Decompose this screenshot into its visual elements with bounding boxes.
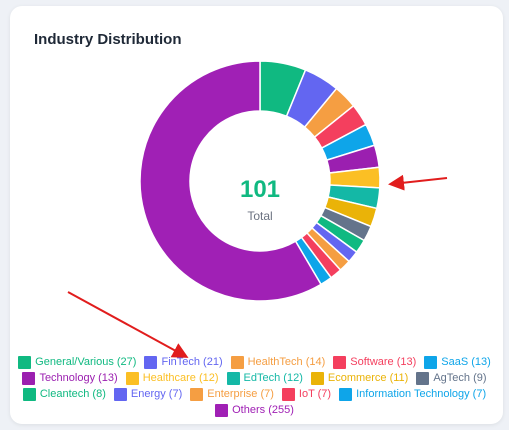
legend-swatch: [416, 372, 430, 385]
legend-label: General/Various (27): [35, 356, 137, 368]
legend-item-ecommerce[interactable]: Ecommerce (11): [310, 371, 409, 386]
legend-label: Enterprise (7): [207, 388, 274, 400]
legend-swatch: [144, 356, 158, 369]
legend-swatch: [190, 388, 204, 401]
legend-label: Technology (13): [39, 372, 118, 384]
legend-item-energy[interactable]: Energy (7): [113, 387, 183, 402]
total-label: Total: [247, 209, 273, 223]
legend-item-software[interactable]: Software (13): [333, 355, 416, 370]
legend-item-general-various[interactable]: General/Various (27): [18, 355, 136, 370]
legend-swatch: [339, 388, 353, 401]
legend-swatch: [22, 372, 36, 385]
legend-item-information-technology[interactable]: Information Technology (7): [339, 387, 486, 402]
legend-swatch: [230, 356, 244, 369]
legend-label: Others (255): [232, 404, 294, 416]
donut-slice-others[interactable]: [139, 60, 323, 302]
legend-swatch: [113, 388, 127, 401]
legend-label: EdTech (12): [243, 372, 303, 384]
legend-label: Software (13): [350, 356, 417, 368]
legend-label: IoT (7): [298, 388, 332, 400]
legend-label: SaaS (13): [441, 356, 491, 368]
legend-item-cleantech[interactable]: Cleantech (8): [22, 387, 106, 402]
legend-swatch: [310, 372, 324, 385]
legend-item-fintech[interactable]: FinTech (21): [144, 355, 223, 370]
legend-item-agtech[interactable]: AgTech (9): [416, 371, 487, 386]
card-title: Industry Distribution: [34, 31, 182, 48]
chart-legend: General/Various (27) FinTech (21) HealthTe…: [16, 355, 493, 418]
legend-label: AgTech (9): [433, 372, 487, 384]
legend-item-healthcare[interactable]: Healthcare (12): [125, 371, 219, 386]
legend-label: Ecommerce (11): [327, 372, 409, 384]
legend-item-healthtech[interactable]: HealthTech (14): [230, 355, 326, 370]
legend-swatch: [125, 372, 139, 385]
legend-swatch: [215, 404, 229, 417]
legend-item-iot[interactable]: IoT (7): [281, 387, 332, 402]
legend-swatch: [226, 372, 240, 385]
legend-label: Energy (7): [130, 388, 183, 400]
legend-label: Information Technology (7): [356, 388, 487, 400]
legend-label: HealthTech (14): [247, 356, 326, 368]
legend-swatch: [424, 356, 438, 369]
legend-label: Cleantech (8): [39, 388, 106, 400]
legend-swatch: [22, 388, 36, 401]
total-value: 101: [239, 176, 281, 203]
legend-item-others[interactable]: Others (255): [215, 403, 294, 418]
legend-item-enterprise[interactable]: Enterprise (7): [190, 387, 274, 402]
legend-item-saas[interactable]: SaaS (13): [424, 355, 491, 370]
legend-swatch: [333, 356, 347, 369]
legend-label: FinTech (21): [161, 356, 223, 368]
legend-item-technology[interactable]: Technology (13): [22, 371, 118, 386]
legend-item-edtech[interactable]: EdTech (12): [226, 371, 303, 386]
legend-swatch: [18, 356, 32, 369]
legend-swatch: [281, 388, 295, 401]
legend-label: Healthcare (12): [142, 372, 219, 384]
